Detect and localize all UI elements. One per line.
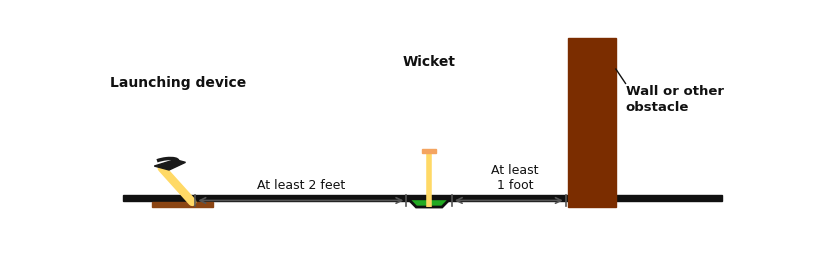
Bar — [568, 38, 616, 207]
Text: Wall or other
obstacle: Wall or other obstacle — [626, 85, 724, 114]
Polygon shape — [155, 160, 185, 170]
Text: Wicket: Wicket — [402, 55, 455, 69]
Polygon shape — [408, 199, 450, 207]
Bar — [123, 195, 722, 201]
Text: At least
1 foot: At least 1 foot — [491, 164, 539, 192]
Text: Launching device: Launching device — [111, 76, 247, 90]
Text: At least 2 feet: At least 2 feet — [257, 179, 345, 192]
Bar — [422, 149, 436, 153]
Bar — [152, 202, 214, 207]
